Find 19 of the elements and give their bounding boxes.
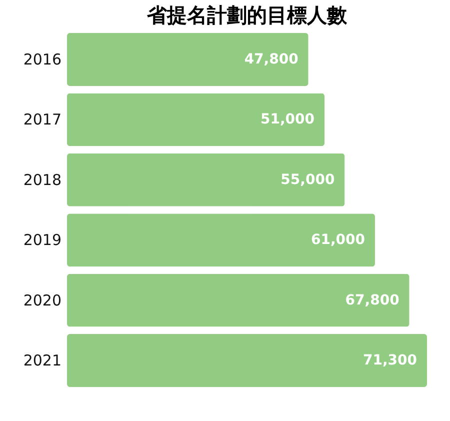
data-label: 71,300	[362, 352, 418, 368]
y-tick-label: 2017	[23, 110, 62, 129]
bar	[67, 33, 308, 86]
data-label: 61,000	[310, 232, 366, 248]
bar	[67, 93, 325, 146]
data-label: 55,000	[280, 172, 335, 188]
chart-title: 省提名計劃的目標人數	[146, 3, 348, 27]
y-tick-label: 2018	[23, 170, 62, 189]
bar	[67, 214, 375, 267]
y-tick-label: 2020	[23, 291, 62, 310]
y-tick-label: 2019	[23, 231, 62, 250]
bar	[67, 153, 345, 206]
y-tick-label: 2016	[23, 50, 62, 68]
bar	[67, 334, 427, 387]
bar	[67, 274, 410, 327]
data-label: 47,800	[244, 52, 299, 68]
y-tick-label: 2021	[23, 352, 62, 370]
data-label: 67,800	[345, 292, 400, 308]
data-label: 51,000	[260, 112, 315, 128]
